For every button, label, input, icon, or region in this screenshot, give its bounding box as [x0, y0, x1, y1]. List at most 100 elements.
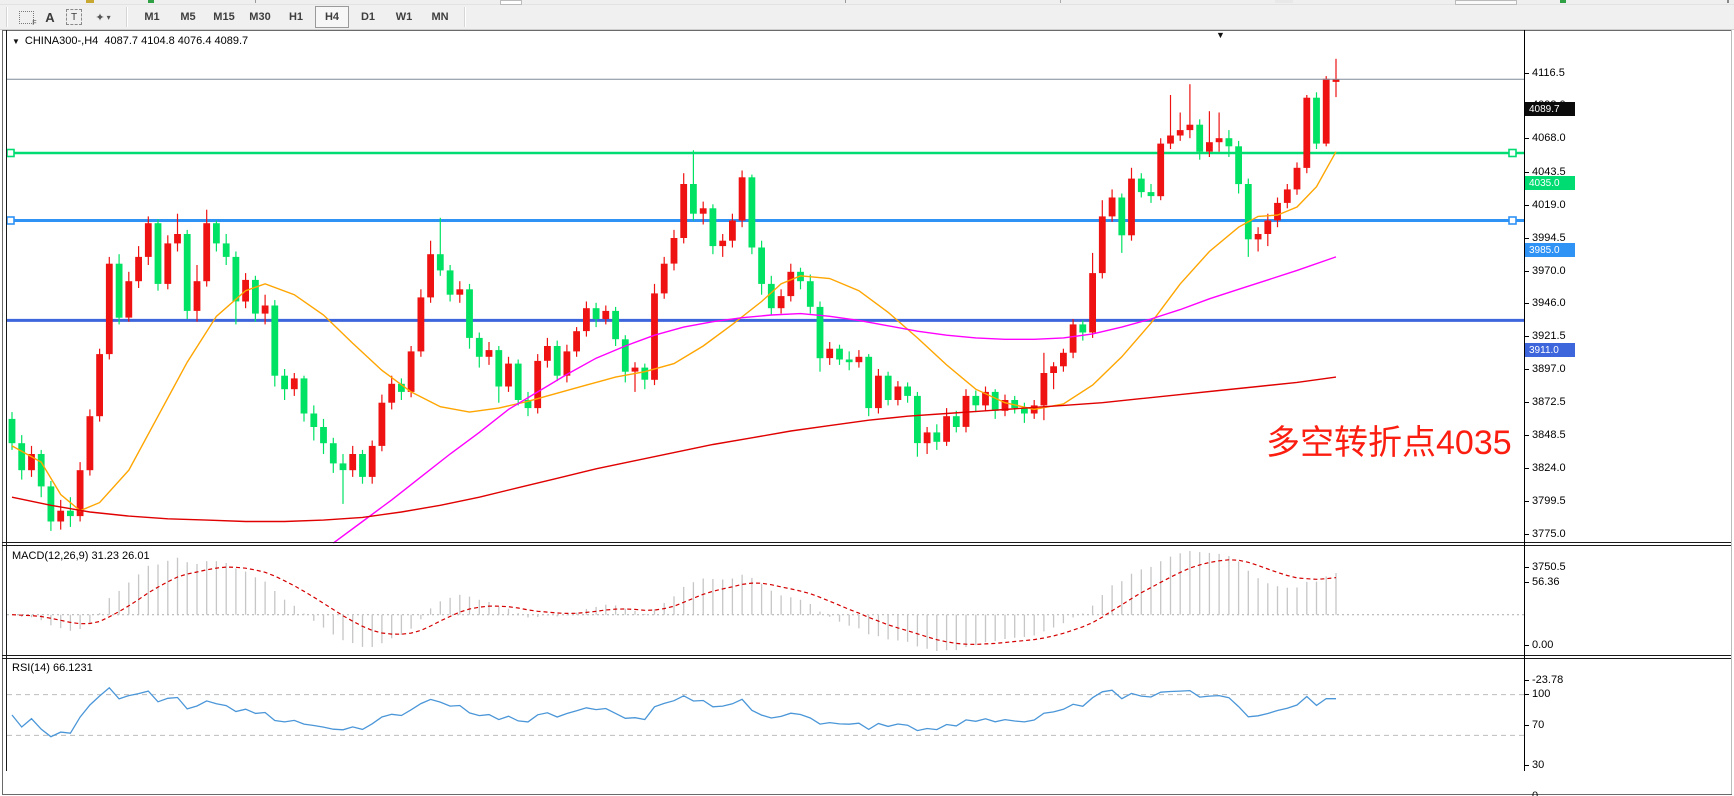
- candle-body: [300, 378, 308, 414]
- clipped-toolbar-strip: [0, 0, 1734, 5]
- toolbar-separator: [464, 7, 466, 27]
- macd-axis-label: -23.78: [1532, 674, 1564, 686]
- timeframe-button-mn[interactable]: MN: [431, 11, 449, 23]
- candle-body: [96, 354, 103, 417]
- price-tick-label: 3921.5: [1532, 330, 1566, 342]
- pane-separator[interactable]: [2, 545, 1731, 546]
- candle-body: [583, 308, 590, 332]
- timeframe-button-d1[interactable]: D1: [360, 11, 376, 23]
- candle-body: [524, 400, 532, 409]
- candle-body: [203, 223, 211, 282]
- timeframe-button-m30[interactable]: M30: [249, 11, 271, 23]
- clipped-icon-fragment: [1455, 0, 1517, 5]
- rsi-axis-tick: [1524, 765, 1529, 766]
- chart-shift-marker-icon[interactable]: ▼: [1216, 30, 1225, 40]
- timeframe-button-h1[interactable]: H1: [288, 11, 304, 23]
- timeframe-button-m1[interactable]: M1: [144, 11, 160, 23]
- chart-grid-icon[interactable]: F: [14, 7, 38, 27]
- candle-body: [398, 383, 405, 392]
- candle-body: [1108, 197, 1116, 217]
- candle-body: [222, 243, 230, 257]
- chart-window: ▼ CHINA300-,H4 4087.7 4104.8 4076.4 4089.…: [0, 30, 1734, 796]
- candle-body: [1186, 124, 1194, 131]
- price-tick: [1524, 172, 1529, 173]
- hline-handle[interactable]: [1508, 148, 1517, 158]
- price-tick: [1524, 138, 1529, 139]
- price-tick-label: 3775.0: [1532, 528, 1566, 540]
- candle-body: [105, 263, 113, 355]
- pane-separator[interactable]: [2, 658, 1731, 659]
- hline-handle[interactable]: [6, 148, 15, 158]
- candle-body: [144, 223, 152, 257]
- candle-body: [18, 443, 26, 471]
- rsi-axis-label: 30: [1532, 759, 1545, 771]
- clipped-icon-fragment: [845, 0, 846, 3]
- price-tick: [1524, 271, 1529, 272]
- candle-body: [475, 337, 483, 357]
- candle-body: [660, 263, 668, 294]
- macd-axis-label: 56.36: [1532, 576, 1560, 588]
- timeframe-button-m15[interactable]: M15: [213, 11, 235, 23]
- candle-body: [865, 356, 873, 409]
- candle-body: [1196, 124, 1204, 152]
- shapes-tool-icon[interactable]: ✦ ▾: [95, 11, 111, 24]
- clipped-icon-fragment: [1060, 0, 1061, 3]
- price-axis-border: [1524, 30, 1525, 771]
- candle-body: [641, 367, 649, 380]
- candle-body: [855, 356, 863, 363]
- candle-body: [651, 293, 658, 380]
- candle-body: [456, 289, 464, 295]
- hline-handle[interactable]: [1508, 216, 1517, 225]
- candle-body: [135, 256, 142, 282]
- candle-body: [310, 413, 318, 427]
- timeframe-button-w1[interactable]: W1: [395, 11, 413, 23]
- chart-annotation-text[interactable]: 多空转折点4035: [1266, 424, 1512, 462]
- candle-body: [1206, 142, 1213, 152]
- timeframe-button-m5[interactable]: M5: [180, 11, 196, 23]
- candle-body: [174, 234, 181, 244]
- rsi-axis-label: 0: [1532, 790, 1539, 796]
- candle-body: [154, 223, 162, 284]
- candle-body: [573, 331, 580, 352]
- candle-body: [1069, 324, 1077, 353]
- timeframe-button-h4[interactable]: H4: [315, 6, 349, 28]
- price-tick: [1524, 567, 1529, 568]
- candle-body: [466, 289, 473, 338]
- text-label-tool-icon[interactable]: T: [62, 7, 86, 27]
- candle-body: [76, 470, 84, 517]
- candle-body: [1274, 202, 1281, 221]
- candle-body: [894, 386, 902, 400]
- clipped-icon-fragment: [1560, 0, 1566, 3]
- candle-body: [758, 247, 765, 284]
- window-border: [2, 30, 1732, 31]
- candle-body: [281, 375, 288, 390]
- pane-separator[interactable]: [2, 542, 1731, 543]
- candle-body: [962, 395, 970, 427]
- candle-body: [748, 177, 756, 248]
- pane-separator[interactable]: [2, 655, 1731, 656]
- font-tool-icon[interactable]: A: [45, 9, 55, 25]
- hline-handle[interactable]: [6, 216, 15, 225]
- price-tick: [1524, 468, 1529, 469]
- macd-axis-label: 0.00: [1532, 638, 1554, 651]
- candle-body: [388, 383, 396, 403]
- price-tick-label: 3970.0: [1532, 265, 1566, 277]
- candle-body: [914, 395, 921, 444]
- candle-body: [290, 378, 298, 390]
- price-tick-label: 3824.0: [1532, 462, 1566, 474]
- macd-axis-tick: [1524, 644, 1529, 646]
- candle-body: [690, 184, 697, 214]
- candle-body: [193, 281, 201, 311]
- symbol-dropdown-icon[interactable]: ▼: [12, 37, 20, 46]
- window-border: [2, 794, 1732, 795]
- rsi-indicator-label: RSI(14) 66.1231: [12, 662, 93, 674]
- candle-body: [339, 463, 347, 471]
- chart-canvas[interactable]: [0, 30, 1734, 796]
- candle-body: [368, 445, 376, 477]
- candle-body: [729, 220, 736, 241]
- ohlc-values: 4087.7 4104.8 4076.4 4089.7: [104, 35, 249, 47]
- candle-body: [1050, 366, 1057, 373]
- candle-body: [816, 306, 824, 359]
- price-tick-label: 4116.5: [1532, 67, 1565, 79]
- candle-body: [553, 346, 561, 376]
